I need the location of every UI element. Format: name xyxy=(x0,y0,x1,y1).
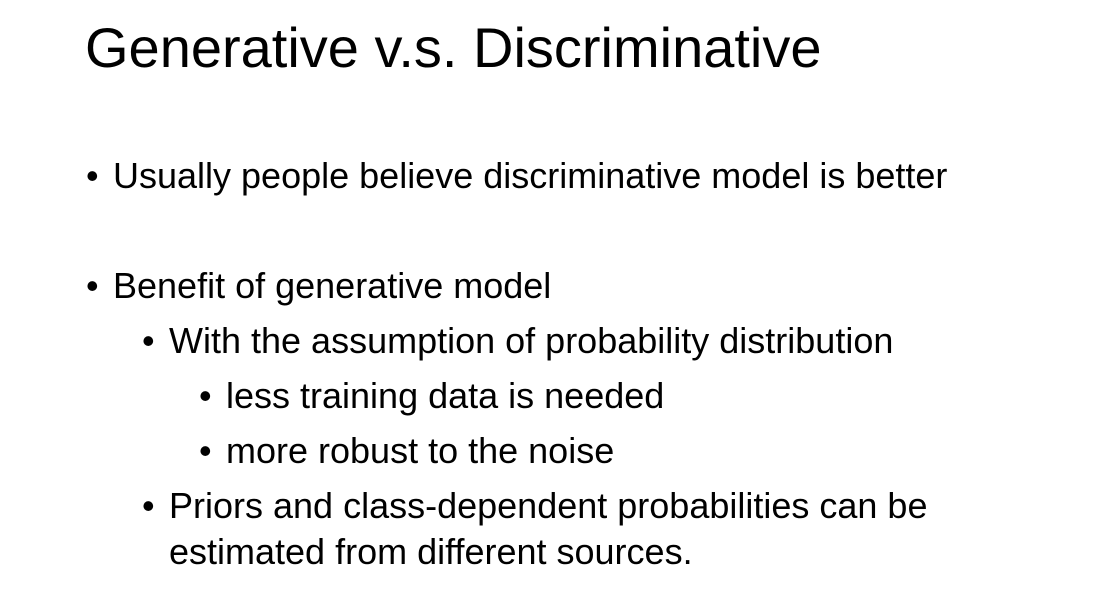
sub-bullet-item: • With the assumption of probability dis… xyxy=(142,318,893,364)
bullet-text: Priors and class-dependent probabilities… xyxy=(169,485,928,572)
bullet-dot-icon: • xyxy=(142,320,155,361)
bullet-dot-icon: • xyxy=(86,155,99,196)
bullet-dot-icon: • xyxy=(142,485,155,526)
sub-sub-bullet-item: • less training data is needed xyxy=(199,373,664,419)
sub-sub-bullet-item: • more robust to the noise xyxy=(199,428,614,474)
bullet-item: • Usually people believe discriminative … xyxy=(86,153,993,199)
bullet-dot-icon: • xyxy=(199,430,212,471)
bullet-text: more robust to the noise xyxy=(226,430,615,471)
bullet-text: Usually people believe discriminative mo… xyxy=(113,155,948,196)
slide-title: Generative v.s. Discriminative xyxy=(85,16,822,79)
bullet-text: less training data is needed xyxy=(226,375,665,416)
bullet-item: • Benefit of generative model xyxy=(86,263,551,309)
bullet-text: With the assumption of probability distr… xyxy=(169,320,894,361)
bullet-dot-icon: • xyxy=(86,265,99,306)
bullet-text: Benefit of generative model xyxy=(113,265,552,306)
bullet-dot-icon: • xyxy=(199,375,212,416)
sub-bullet-item: • Priors and class-dependent probabiliti… xyxy=(142,483,1049,575)
